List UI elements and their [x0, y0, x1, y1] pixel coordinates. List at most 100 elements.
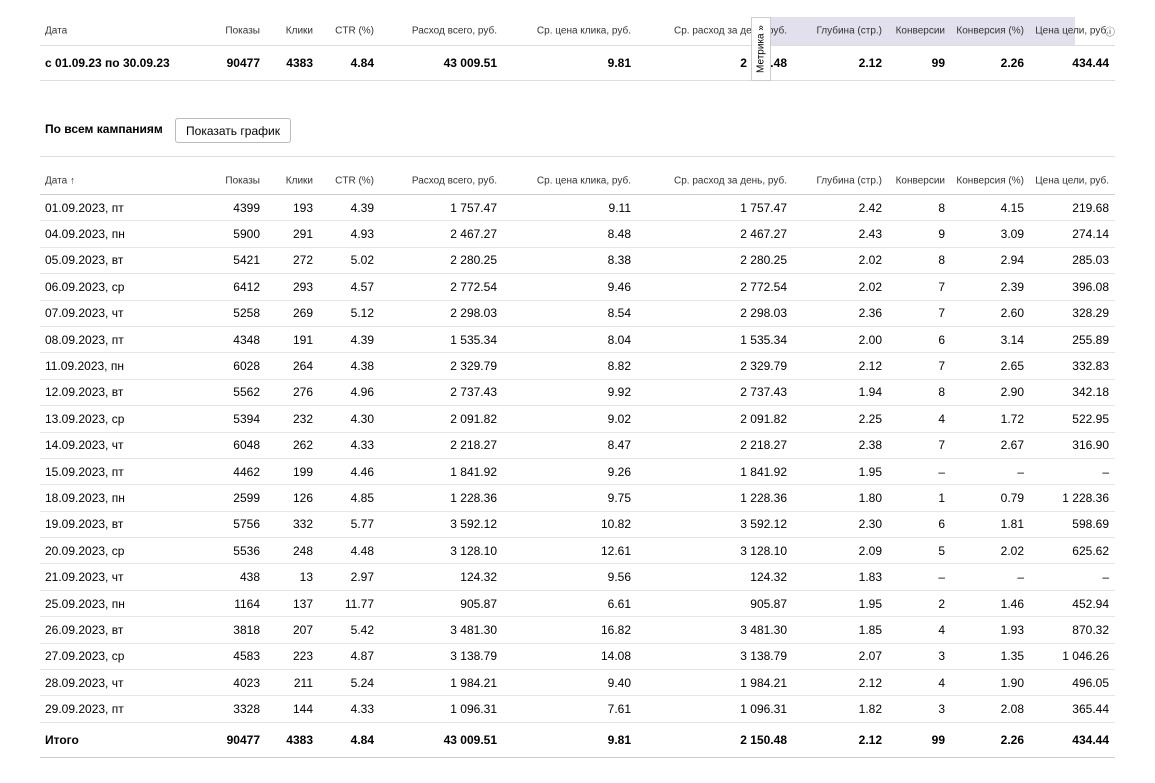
cell-depth: 1.82 [858, 702, 882, 717]
cell-clicks: 126 [292, 490, 313, 505]
column-header-avg-daily-spend[interactable]: Ср. расход за день, руб. [674, 25, 787, 37]
info-icon[interactable]: ⓘ [1105, 27, 1115, 39]
cell-conversions: 4 [938, 622, 945, 637]
cell-depth: 2.43 [858, 227, 882, 242]
column-header-ctr[interactable]: CTR (%) [335, 25, 374, 37]
cell-depth: 1.83 [858, 570, 882, 585]
cell-conversions: 3 [938, 702, 945, 717]
cell-impressions: 6028 [233, 359, 260, 374]
cell-avg-daily-spend: 3 592.12 [740, 517, 787, 532]
cell-conversions: 2 [938, 596, 945, 611]
metrika-toggle-button[interactable]: Метрика » [751, 17, 771, 81]
cell-clicks: 223 [292, 649, 313, 664]
cell-clicks: 269 [292, 306, 313, 321]
cell-conversions: 4 [938, 675, 945, 690]
cell-ctr: 4.33 [350, 438, 374, 453]
cell-goal-cost: – [1102, 464, 1109, 479]
cell-clicks: 207 [292, 622, 313, 637]
total-cell-clicks: 4383 [286, 732, 313, 747]
cell-ctr: 4.46 [350, 464, 374, 479]
column-header-impressions[interactable]: Показы [225, 25, 260, 37]
cell-spend-total: 2 280.25 [450, 253, 497, 268]
summary-cell-impressions: 90477 [226, 56, 260, 70]
column-header-goal-cost[interactable]: Цена цели, руб. [1035, 175, 1109, 187]
column-header-date[interactable]: Дата [45, 25, 68, 37]
cell-conversions: 4 [938, 411, 945, 426]
cell-conversions: 7 [938, 359, 945, 374]
total-cell-date: Итого [45, 732, 79, 747]
cell-spend-total: 905.87 [460, 596, 497, 611]
column-header-ctr[interactable]: CTR (%) [335, 175, 374, 187]
cell-goal-cost: 332.83 [1072, 359, 1109, 374]
cell-ctr: 4.30 [350, 411, 374, 426]
cell-conversions: 6 [938, 332, 945, 347]
cell-conversions: 9 [938, 227, 945, 242]
summary-period-row: с 01.09.23 по 30.09.23 90477 4383 4.84 43 00… [40, 46, 1115, 81]
summary-cell-conversions: 99 [931, 56, 945, 70]
column-header-conversion-rate[interactable]: Конверсия (%) [956, 175, 1024, 187]
column-header-depth[interactable]: Глубина (стр.) [816, 175, 882, 187]
cell-depth: 1.94 [858, 385, 882, 400]
cell-conversions: 6 [938, 517, 945, 532]
cell-date: 14.09.2023, чт [45, 438, 124, 453]
cell-depth: 2.25 [858, 411, 882, 426]
column-header-avg-daily-spend[interactable]: Ср. расход за день, руб. [674, 175, 787, 187]
show-chart-button[interactable]: Показать график [175, 118, 291, 143]
cell-depth: 2.38 [858, 438, 882, 453]
cell-impressions: 6048 [233, 438, 260, 453]
table-row: 12.09.2023, вт 5562 276 4.96 2 737.43 9.92 2 7… [40, 380, 1115, 407]
cell-avg-daily-spend: 1 757.47 [740, 200, 787, 215]
cell-ctr: 2.97 [350, 570, 374, 585]
column-header-avg-cpc[interactable]: Ср. цена клика, руб. [536, 175, 631, 187]
cell-date: 13.09.2023, ср [45, 411, 125, 426]
cell-ctr: 5.12 [350, 306, 374, 321]
cell-goal-cost: 522.95 [1072, 411, 1109, 426]
column-header-avg-cpc[interactable]: Ср. цена клика, руб. [536, 25, 631, 37]
table-header-row: Дата ↑ Показы Клики CTR (%) Расход всего, ру… [40, 168, 1115, 195]
cell-impressions: 1164 [234, 596, 260, 611]
cell-spend-total: 2 772.54 [450, 279, 497, 294]
column-header-spend-total[interactable]: Расход всего, руб. [411, 175, 497, 187]
column-header-conversions[interactable]: Конверсии [895, 175, 945, 187]
cell-impressions: 5536 [233, 543, 260, 558]
column-header-conversion-rate[interactable]: Конверсия (%) [956, 25, 1024, 37]
cell-clicks: 199 [292, 464, 313, 479]
column-header-clicks[interactable]: Клики [285, 175, 313, 187]
cell-clicks: 193 [292, 200, 313, 215]
cell-avg-cpc: 9.11 [608, 200, 631, 215]
cell-avg-cpc: 9.56 [607, 570, 631, 585]
cell-avg-daily-spend: 3 138.79 [740, 649, 787, 664]
cell-depth: 2.09 [858, 543, 882, 558]
cell-avg-cpc: 8.38 [607, 253, 631, 268]
cell-avg-daily-spend: 2 772.54 [740, 279, 787, 294]
cell-date: 21.09.2023, чт [45, 570, 124, 585]
table-row: 29.09.2023, пт 3328 144 4.33 1 096.31 7.61 1 0… [40, 696, 1115, 723]
cell-goal-cost: 625.62 [1072, 543, 1109, 558]
cell-spend-total: 1 228.36 [450, 490, 497, 505]
column-header-spend-total[interactable]: Расход всего, руб. [411, 25, 497, 37]
cell-goal-cost: 496.05 [1072, 675, 1109, 690]
summary-cell-ctr: 4.84 [350, 56, 374, 70]
cell-ctr: 4.57 [350, 279, 374, 294]
cell-impressions: 3818 [233, 622, 260, 637]
cell-conversions: 1 [938, 490, 945, 505]
total-cell-avg-daily-spend: 2 150.48 [740, 732, 787, 747]
cell-date: 20.09.2023, ср [45, 543, 125, 558]
cell-ctr: 4.85 [350, 490, 374, 505]
column-header-clicks[interactable]: Клики [285, 25, 313, 37]
cell-date: 07.09.2023, чт [45, 306, 124, 321]
cell-ctr: 5.24 [350, 675, 374, 690]
column-header-impressions[interactable]: Показы [225, 175, 260, 187]
cell-date: 27.09.2023, ср [45, 649, 125, 664]
cell-goal-cost: 1 228.36 [1062, 490, 1109, 505]
total-row: Итого 90477 4383 4.84 43 009.51 9.81 2 150.48 2… [40, 723, 1115, 758]
total-cell-goal-cost: 434.44 [1072, 732, 1109, 747]
column-header-conversions[interactable]: Конверсии [895, 25, 945, 37]
summary-table: Дата Показы Клики CTR (%) Расход всего, руб.… [40, 17, 1115, 81]
cell-clicks: 144 [292, 702, 313, 717]
column-header-depth[interactable]: Глубина (стр.) [816, 25, 882, 37]
column-header-date[interactable]: Дата ↑ [45, 175, 75, 187]
cell-impressions: 4583 [233, 649, 260, 664]
column-header-goal-cost[interactable]: Цена цели, руб. [1035, 25, 1109, 37]
cell-ctr: 4.39 [350, 200, 374, 215]
